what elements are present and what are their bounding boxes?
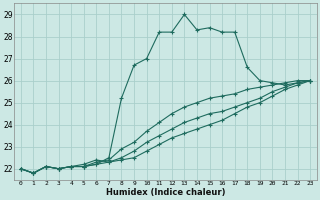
X-axis label: Humidex (Indice chaleur): Humidex (Indice chaleur) bbox=[106, 188, 225, 197]
